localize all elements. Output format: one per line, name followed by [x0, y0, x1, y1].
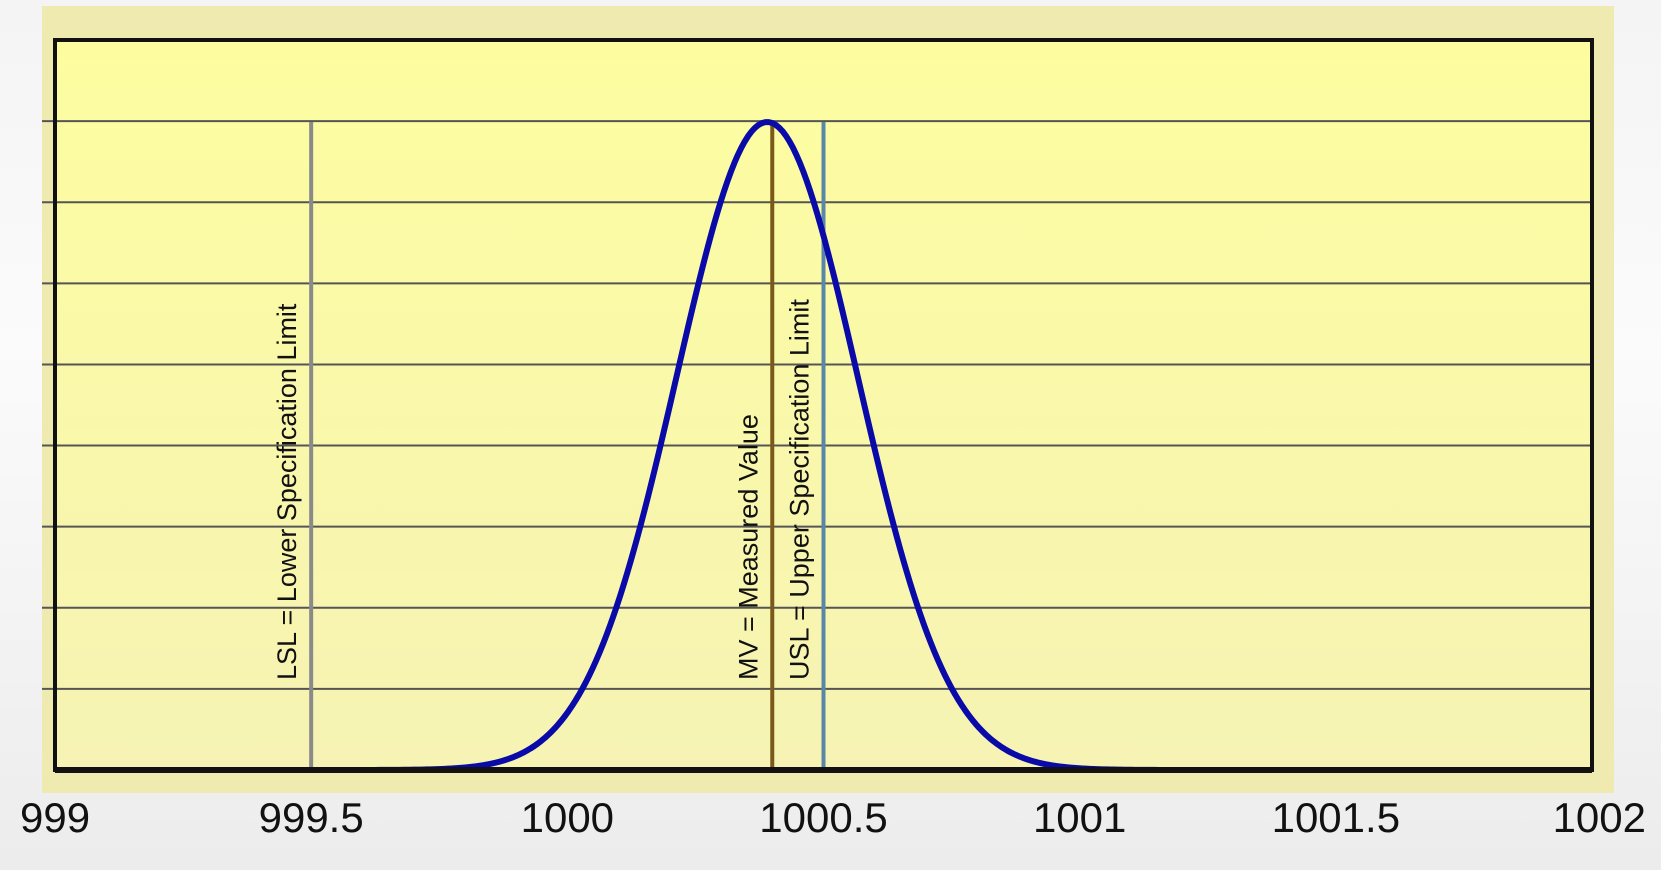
- x-tick-label: 999: [20, 794, 90, 841]
- reference-line-label: USL = Upper Specification Limit: [785, 299, 815, 680]
- reference-line-label: MV = Measured Value: [733, 414, 763, 680]
- reference-line-label: LSL = Lower Specification Limit: [272, 303, 302, 680]
- x-tick-label: 999.5: [259, 794, 364, 841]
- x-tick-label: 1001.5: [1272, 794, 1400, 841]
- y-gridlines: [42, 120, 1592, 690]
- reference-lines: LSL = Lower Specification Limit MV = Meas…: [272, 122, 826, 770]
- x-tick-label: 1001: [1033, 794, 1126, 841]
- x-tick-label: 1000: [521, 794, 614, 841]
- plot-frame: [53, 38, 1594, 773]
- x-tick-label: 1000.5: [759, 794, 887, 841]
- x-axis-tick-labels: 999 999.5 1000 1000.5 1001 1001.5 1002: [20, 794, 1646, 841]
- x-tick-label: 1002: [1553, 794, 1646, 841]
